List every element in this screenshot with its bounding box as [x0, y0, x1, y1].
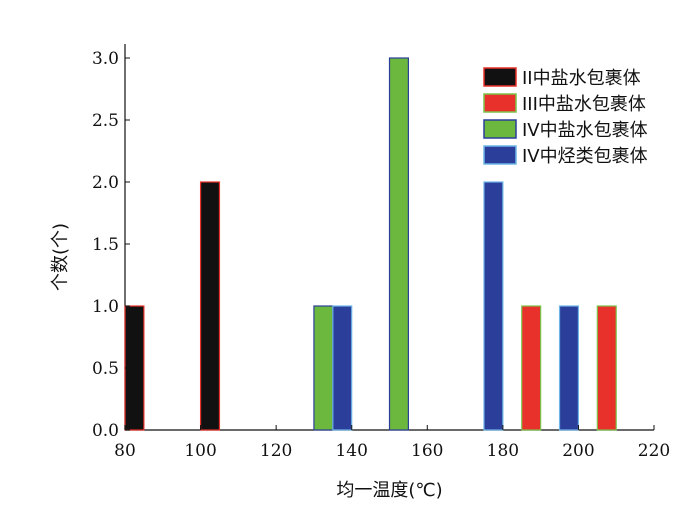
y-axis-label: 个数(个)	[50, 223, 71, 291]
bar-series0-point1	[199, 181, 221, 431]
legend-label-0: II中盐水包裹体	[522, 68, 641, 89]
bar-series3-point1	[483, 181, 504, 431]
x-tick-label: 140	[335, 441, 367, 461]
bar-series3-point0	[332, 305, 353, 431]
y-tick-label: 3.0	[92, 49, 119, 69]
y-tick-label: 2.0	[92, 173, 119, 193]
chart-ticks: 80 100 120 140 160 180 200 220 0.0 0.5 1.0 1.5 2.0 2.…	[92, 49, 670, 461]
y-tick-label: 0.0	[92, 421, 119, 441]
bar-series3-point2	[558, 305, 580, 431]
chart-bars	[124, 57, 617, 431]
bar-series1-point0	[521, 305, 542, 431]
x-tick-label: 120	[260, 441, 292, 461]
y-tick-label: 0.5	[92, 359, 119, 379]
x-axis-label: 均一温度(℃)	[336, 480, 442, 501]
x-tick-label: 100	[184, 441, 216, 461]
bar-series1-point1	[596, 305, 617, 431]
legend-swatch-0	[483, 67, 517, 87]
legend-label-1: III中盐水包裹体	[522, 94, 646, 115]
legend-swatch-2	[483, 119, 517, 139]
bar-series2-point0	[313, 305, 334, 431]
x-tick-label: 80	[114, 441, 136, 461]
legend-swatch-3	[483, 145, 517, 165]
chart-legend: II中盐水包裹体 III中盐水包裹体 IV中盐水包裹体 IV中烃类包裹体	[483, 67, 648, 167]
legend-swatch-1	[483, 93, 517, 113]
legend-label-3: IV中烃类包裹体	[522, 146, 648, 167]
legend-label-2: IV中盐水包裹体	[522, 120, 648, 141]
y-tick-label: 2.5	[92, 111, 119, 131]
x-tick-label: 160	[411, 441, 443, 461]
bar-series2-point1	[388, 57, 409, 431]
x-tick-label: 200	[562, 441, 594, 461]
x-tick-label: 220	[638, 441, 670, 461]
x-tick-label: 180	[487, 441, 519, 461]
y-tick-label: 1.5	[92, 235, 119, 255]
y-tick-label: 1.0	[92, 297, 119, 317]
